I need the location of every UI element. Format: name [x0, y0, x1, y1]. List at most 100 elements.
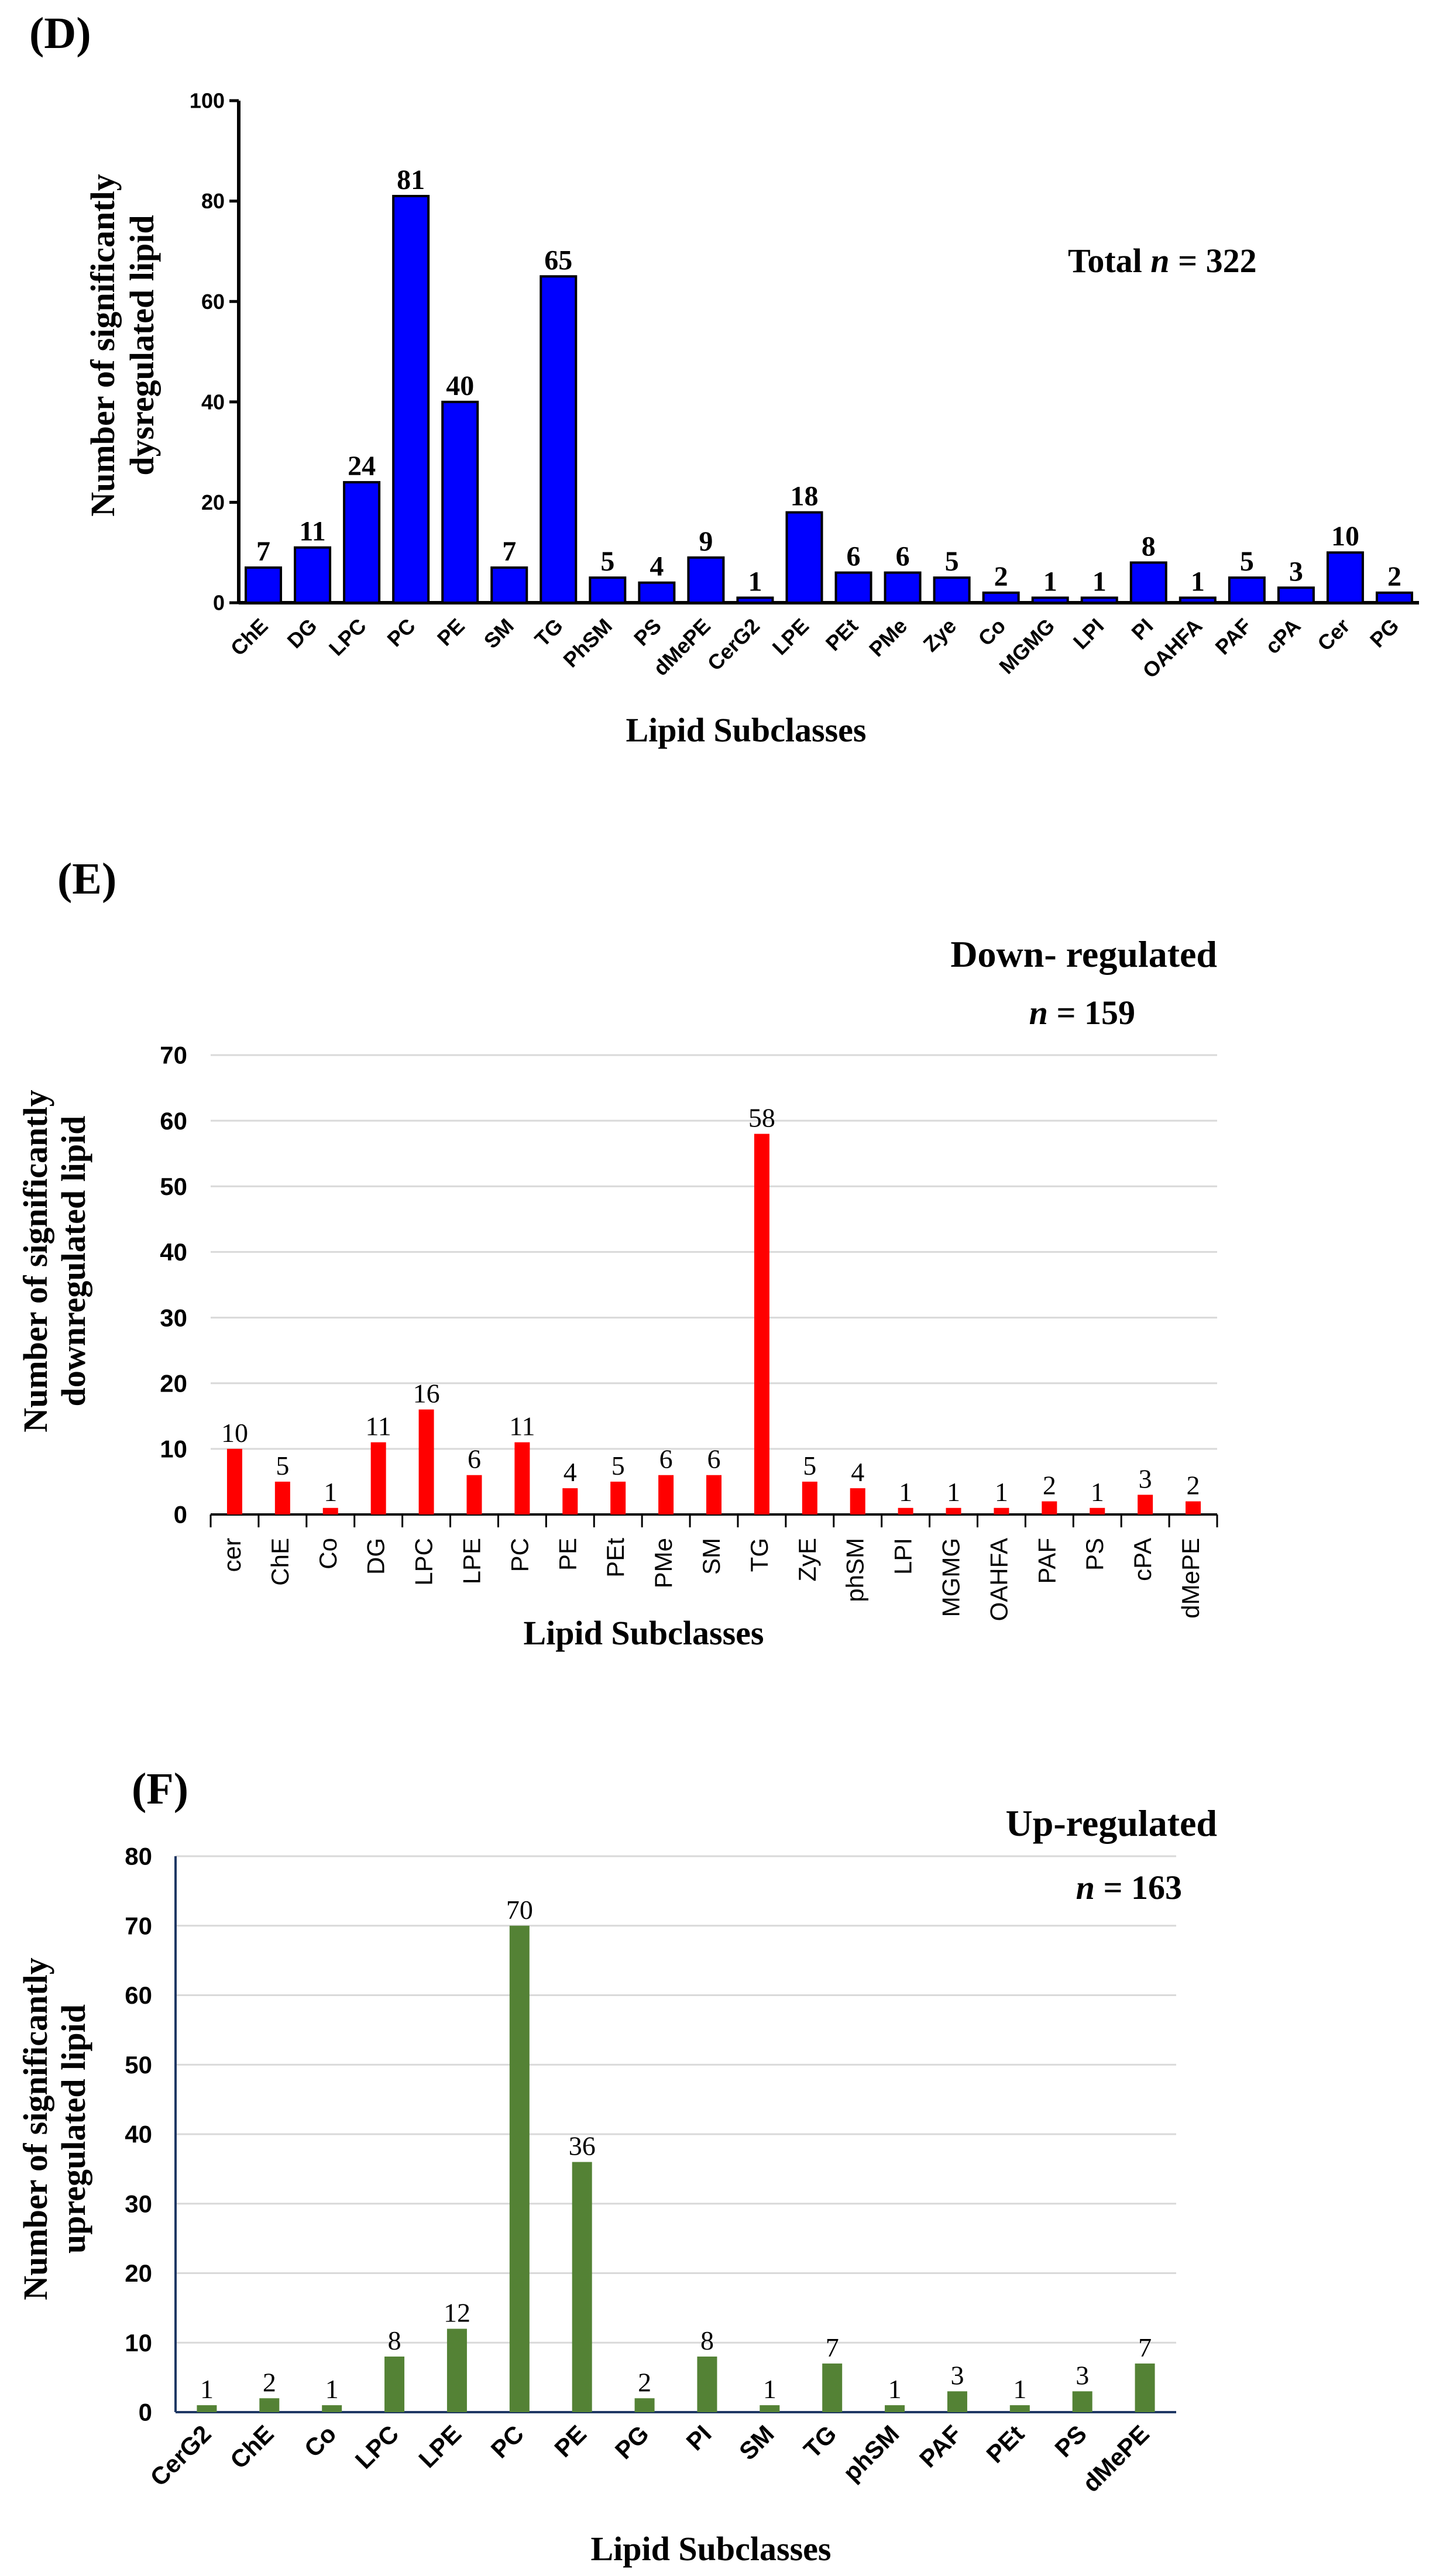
bar-f-paf — [947, 2391, 967, 2412]
y-tick-label-e: 30 — [160, 1304, 187, 1331]
value-label-f-lpc: 8 — [388, 2326, 401, 2355]
bar-e-ps — [1090, 1507, 1105, 1514]
y-tick-label-e: 20 — [160, 1369, 187, 1397]
bar-d-pe — [441, 400, 479, 604]
y-tick-label-f: 40 — [125, 2121, 152, 2148]
y-axis-label-e-line1: Number of significantly — [16, 1090, 54, 1432]
bar-e-pet — [610, 1481, 626, 1514]
value-label-d-pi: 8 — [1142, 531, 1156, 562]
category-label-d-cpa: cPA — [1260, 614, 1305, 659]
value-label-d-pet: 6 — [847, 541, 861, 572]
category-label-f-cerg2: CerG2 — [145, 2420, 216, 2491]
value-label-d-paf: 5 — [1240, 546, 1254, 577]
value-label-e-ps: 1 — [1091, 1477, 1104, 1507]
bar-e-oahfa — [994, 1507, 1009, 1514]
category-label-e-pe: PE — [554, 1538, 581, 1571]
y-tick-label-f: 70 — [125, 1912, 152, 1939]
category-label-e-lpe: LPE — [458, 1538, 485, 1584]
bar-e-phsm — [850, 1488, 865, 1514]
value-label-d-pg: 2 — [1387, 561, 1401, 592]
x-axis-label-f: Lipid Subclasses — [590, 2530, 831, 2568]
category-label-d-pme: PMe — [864, 614, 912, 661]
bar-d-ps — [638, 581, 676, 604]
category-label-e-co: Co — [314, 1538, 342, 1569]
bar-f-pe — [572, 2162, 592, 2412]
value-label-d-co: 2 — [994, 561, 1008, 592]
value-label-d-zye: 5 — [945, 546, 959, 577]
panel-f: (F) Up-regulated n = 163 Number of signi… — [16, 1764, 1217, 2568]
value-label-d-dmepe: 9 — [699, 526, 713, 557]
category-label-d-cer: Cer — [1313, 614, 1354, 655]
value-label-f-co: 1 — [325, 2374, 339, 2404]
category-label-f-dmepe: dMePE — [1077, 2420, 1155, 2497]
bar-d-pet — [834, 571, 872, 604]
bar-d-paf — [1228, 576, 1266, 604]
bar-d-che — [245, 566, 283, 604]
bar-d-lpi — [1080, 596, 1118, 604]
value-label-f-pg: 2 — [638, 2367, 651, 2397]
y-tick-label-e: 60 — [160, 1107, 187, 1135]
bar-e-cer — [226, 1448, 242, 1514]
value-label-e-tg: 58 — [748, 1103, 775, 1133]
bar-d-pme — [884, 571, 922, 604]
value-label-e-dg: 11 — [366, 1411, 391, 1441]
y-tick-label-d: 20 — [201, 490, 225, 514]
category-label-e-zye: ZyE — [793, 1538, 821, 1582]
category-label-f-pe: PE — [549, 2420, 592, 2462]
value-label-f-sm: 1 — [763, 2374, 777, 2404]
value-label-f-tg: 7 — [826, 2333, 839, 2362]
category-label-f-tg: TG — [798, 2420, 841, 2463]
category-label-f-pi: PI — [681, 2420, 717, 2455]
value-label-e-cer: 10 — [221, 1418, 248, 1448]
value-label-e-lpi: 1 — [899, 1477, 912, 1507]
bar-f-sm — [760, 2405, 780, 2412]
value-label-d-tg: 65 — [544, 245, 572, 276]
category-label-e-dg: DG — [362, 1538, 390, 1575]
bar-f-tg — [822, 2363, 843, 2412]
value-label-d-oahfa: 1 — [1191, 566, 1205, 597]
bar-d-tg — [540, 275, 578, 604]
y-tick-label-f: 50 — [125, 2051, 152, 2079]
bar-f-pi — [697, 2357, 717, 2412]
panel-title-e: Down- regulated — [950, 933, 1217, 975]
bar-e-che — [274, 1481, 290, 1514]
bar-e-mgmg — [946, 1507, 961, 1514]
category-label-e-pc: PC — [506, 1538, 533, 1572]
category-label-e-cer: cer — [218, 1538, 246, 1572]
bar-e-dmepe — [1186, 1501, 1201, 1514]
bar-f-dmepe — [1135, 2363, 1155, 2412]
y-tick-label-f: 20 — [125, 2259, 152, 2287]
value-label-e-che: 5 — [276, 1451, 289, 1481]
value-label-f-che: 2 — [263, 2367, 276, 2397]
value-label-d-lpi: 1 — [1092, 566, 1107, 597]
y-axis-label-d-line2: dysregulated lipid — [123, 215, 161, 475]
value-label-e-cpa: 3 — [1139, 1464, 1152, 1493]
category-label-f-pet: PEt — [981, 2420, 1029, 2468]
category-label-d-paf: PAF — [1210, 614, 1256, 660]
value-label-e-zye: 5 — [803, 1451, 816, 1481]
y-tick-label-f: 30 — [125, 2190, 152, 2217]
category-label-d-pi: PI — [1126, 614, 1157, 645]
y-tick-label-d: 80 — [201, 189, 225, 213]
value-label-f-pe: 36 — [569, 2131, 596, 2161]
bar-d-co — [982, 591, 1020, 604]
bar-e-dg — [370, 1442, 386, 1514]
value-label-d-che: 7 — [256, 536, 270, 567]
value-label-e-lpe: 6 — [468, 1444, 481, 1474]
bar-f-lpe — [446, 2328, 467, 2412]
bar-d-oahfa — [1179, 596, 1217, 604]
value-label-d-mgmg: 1 — [1043, 566, 1057, 597]
bar-e-lpe — [466, 1475, 482, 1514]
category-label-d-pc: PC — [382, 614, 420, 651]
category-label-e-tg: TG — [745, 1538, 773, 1572]
value-label-e-pe: 4 — [564, 1457, 577, 1487]
bar-d-lpc — [343, 481, 381, 604]
bars-d: 7ChE11DG24LPC81PC40PE7SM65TG5PhSM4PS9dMe… — [226, 164, 1413, 683]
value-label-f-paf: 3 — [950, 2360, 964, 2390]
bar-e-pc — [514, 1442, 530, 1514]
category-label-e-pme: PMe — [650, 1538, 677, 1588]
value-label-e-oahfa: 1 — [995, 1477, 1008, 1507]
value-label-d-cer: 10 — [1331, 521, 1359, 552]
category-label-f-pg: PG — [610, 2420, 654, 2464]
value-label-f-pet: 1 — [1013, 2374, 1026, 2404]
